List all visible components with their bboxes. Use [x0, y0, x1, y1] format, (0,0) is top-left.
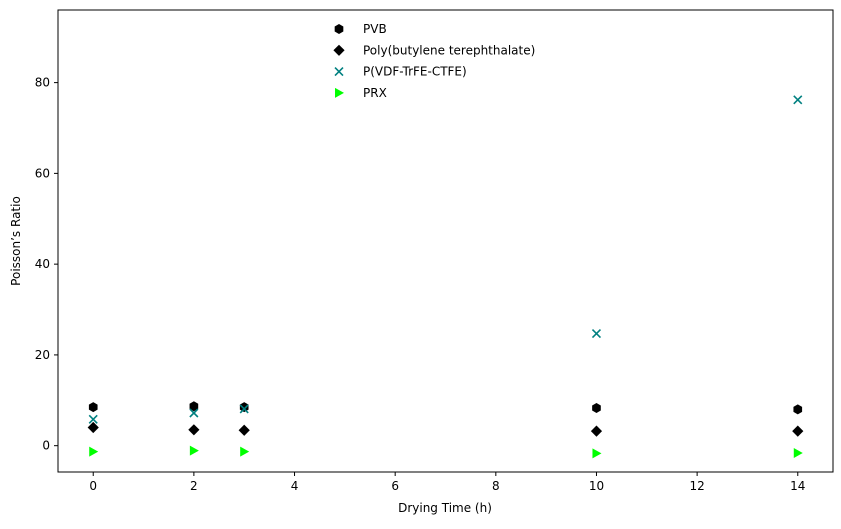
data-point [592, 448, 602, 459]
series-0 [88, 401, 803, 415]
series-3 [89, 445, 803, 459]
legend-label: PVB [363, 22, 387, 36]
y-tick-label: 40 [35, 257, 50, 271]
y-tick-label: 60 [35, 166, 50, 180]
data-point [88, 414, 98, 424]
y-tick-label: 80 [35, 76, 50, 90]
legend-marker [334, 24, 344, 34]
legend: PVB Poly(butylene terephthalate) P(VDF-TrF… [333, 22, 535, 100]
x-tick-label: 2 [190, 479, 198, 493]
x-tick-label: 14 [790, 479, 805, 493]
x-tick-label: 6 [391, 479, 399, 493]
data-point [793, 447, 803, 458]
data-point [88, 402, 98, 413]
series-2 [88, 95, 803, 424]
x-tick-label: 12 [689, 479, 704, 493]
x-tick-label: 4 [291, 479, 299, 493]
data-point [188, 424, 200, 436]
data-point [89, 446, 99, 457]
data-point [793, 404, 803, 415]
x-axis: 0 2 4 6 8 10 12 14 [89, 472, 805, 493]
legend-item: P(VDF-TrFE-CTFE) [334, 65, 467, 79]
data-point [590, 425, 603, 437]
data-point [87, 421, 99, 434]
x-tick-label: 10 [589, 479, 604, 493]
legend-marker [333, 44, 345, 56]
legend-item: Poly(butylene terephthalate) [333, 43, 535, 57]
data-point [239, 402, 249, 413]
legend-item: PRX [335, 86, 387, 100]
legend-label: Poly(butylene terephthalate) [363, 43, 535, 57]
y-tick-label: 20 [35, 348, 50, 362]
y-tick-label: 0 [42, 439, 50, 453]
data-point [238, 424, 250, 436]
x-tick-label: 8 [492, 479, 500, 493]
data-point [189, 401, 199, 412]
data-point [792, 425, 804, 437]
plot-frame [57, 9, 834, 473]
y-axis-label: Poisson’s Ratio [9, 196, 23, 286]
series-1 [87, 421, 804, 437]
data-point [240, 446, 250, 457]
legend-item: PVB [334, 22, 387, 36]
data-point [189, 408, 199, 418]
legend-label: PRX [363, 86, 387, 100]
x-tick-label: 0 [89, 479, 97, 493]
x-axis-label: Drying Time (h) [398, 501, 492, 515]
legend-marker [334, 67, 344, 77]
data-point [592, 403, 601, 414]
y-axis: 0 20 40 60 80 [35, 76, 58, 453]
legend-label: P(VDF-TrFE-CTFE) [363, 65, 467, 79]
data-point [189, 445, 199, 456]
data-point [591, 329, 602, 339]
data-point [793, 95, 803, 105]
plot-layer [87, 95, 804, 459]
legend-marker [335, 87, 344, 98]
data-point [239, 404, 249, 414]
